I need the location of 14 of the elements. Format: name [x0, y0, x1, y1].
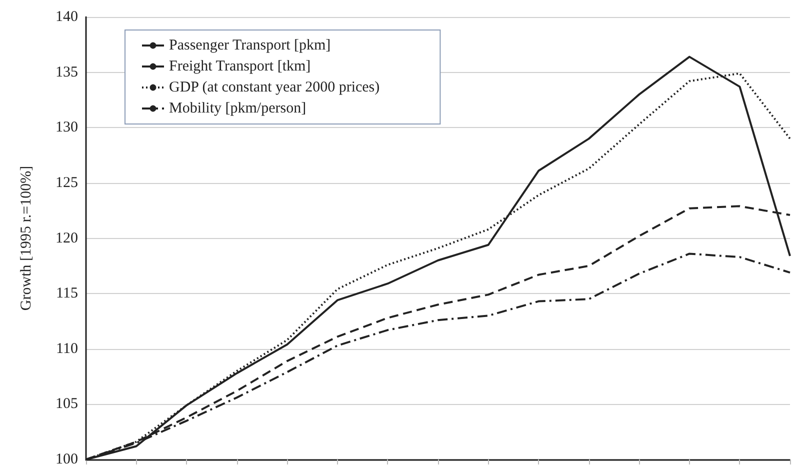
y-tick-label: 100 [56, 452, 78, 467]
y-tick-label: 115 [56, 286, 78, 302]
y-axis-title: Growth [1995 r.=100%] [18, 166, 34, 311]
legend-label: Passenger Transport [pkm] [169, 38, 331, 54]
y-tick-label: 130 [56, 120, 78, 136]
legend-label: Freight Transport [tkm] [169, 58, 311, 74]
y-tick-label: 105 [56, 396, 78, 412]
y-tick-label: 120 [56, 230, 78, 246]
legend-label: Mobility [pkm/person] [169, 100, 306, 116]
y-tick-label: 110 [56, 340, 78, 357]
legend-label: GDP (at constant year 2000 prices) [169, 80, 380, 96]
y-tick-label: 135 [56, 64, 78, 80]
y-tick-label: 140 [56, 9, 78, 25]
y-tick-label: 125 [56, 174, 78, 191]
